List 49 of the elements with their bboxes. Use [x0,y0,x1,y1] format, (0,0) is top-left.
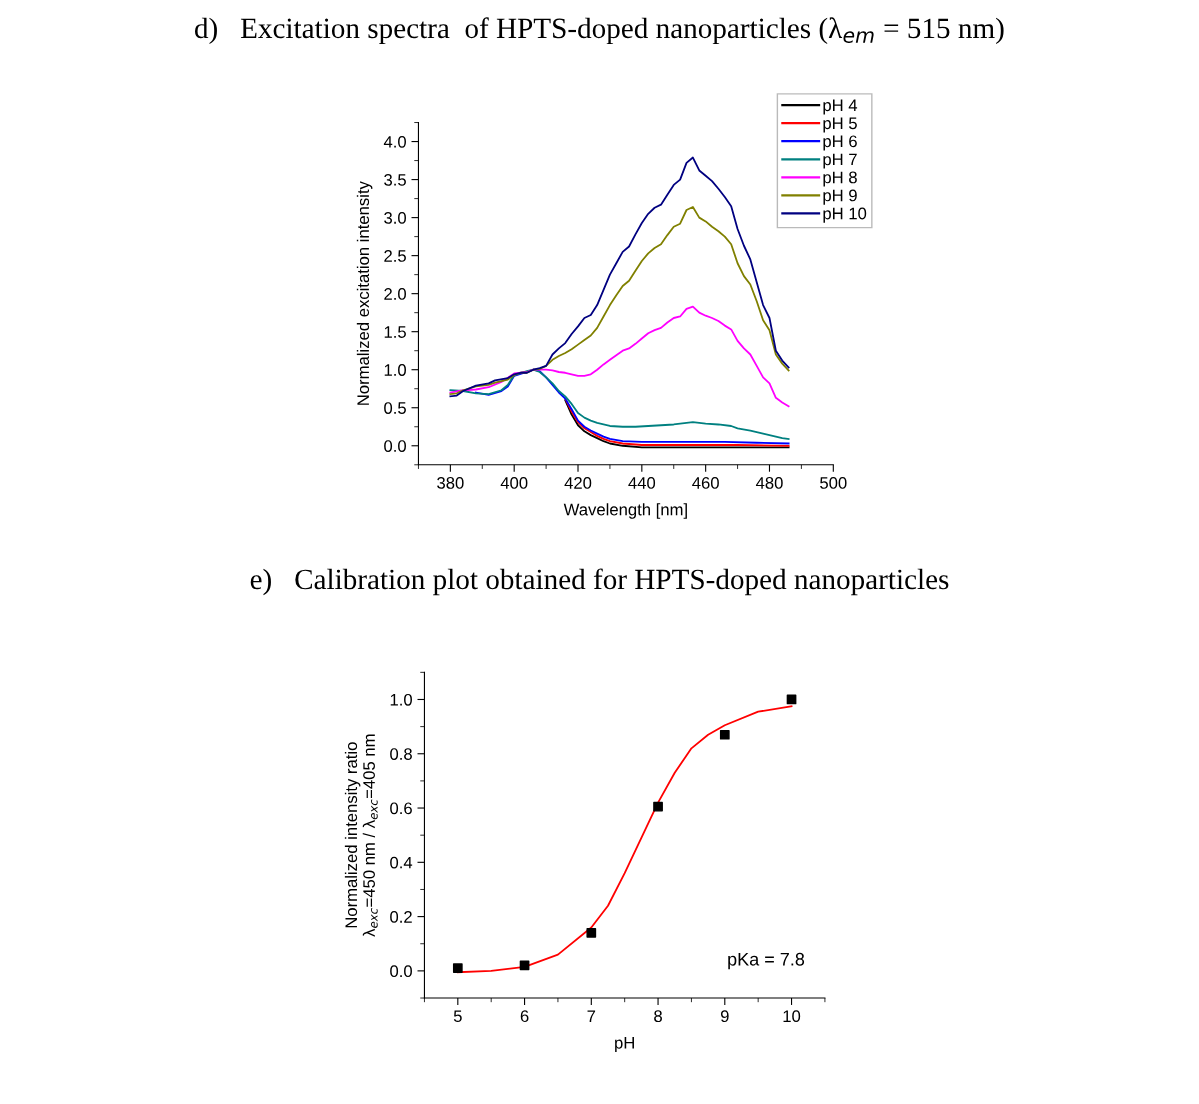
x-tick-label: 440 [628,477,656,489]
y-tick-label: 3.0 [384,212,406,224]
y-tick-label: 0.5 [384,402,406,414]
y-tick-label: 3.5 [384,173,406,186]
y-tick-label: 0.0 [384,440,406,452]
legend-label: pH 9 [823,189,857,205]
x-tick-label: 380 [437,477,464,489]
x-tick-label: 8 [654,1010,662,1023]
line-series [449,156,790,398]
x-tick-label: 6 [520,1010,529,1023]
y-axis-title: Normalized excitation intensity [356,181,373,405]
x-axis-title: pH [615,1037,634,1053]
legend-label: pH 10 [823,207,867,223]
x-tick-label: 10 [783,1010,801,1023]
y-tick-label: 1.5 [384,326,406,338]
y-tick-label: 1.0 [384,364,406,376]
x-tick-label: 420 [564,477,592,489]
legend-label: pH 6 [823,135,857,151]
x-tick-label: 7 [587,1010,596,1022]
legend-label: pH 4 [823,99,858,115]
x-tick-label: 460 [692,477,719,489]
point [586,928,597,938]
y-axis-title: Normalized intensity ratio λ$_{exc}$=450 nm / λ$_{exc}$=405 nm [344,734,378,937]
y-tick-label: 0.0 [390,965,412,978]
point [719,729,730,740]
x-tick-label: 9 [720,1010,729,1023]
y-tick-label: 2.5 [384,250,406,262]
y-tick-label: 2.0 [384,288,406,300]
y-tick-label: 4.0 [383,135,406,148]
chart-title: e) Calibration plot obtained for HPTS-doped nanoparticles [250,568,949,596]
x-tick-label: 400 [500,477,528,489]
y-tick-label: 0.4 [390,856,413,869]
x-axis-title: Wavelength [nm] [563,503,687,519]
x-tick-label: 480 [755,477,783,489]
point [653,801,663,812]
y-tick-label: 0.8 [390,748,412,760]
annotation: pKa = 7.8 [728,952,805,970]
x-tick-label: 5 [453,1010,462,1023]
line-series [449,305,790,408]
chart-title: d) Excitation spectra of HPTS-doped nanoparticles (λ$_{em}$ = 515 nm) [194,17,1004,45]
y-tick-label: 0.6 [390,802,412,815]
legend-label: pH 8 [823,171,857,187]
y-tick-label: 1.0 [390,693,412,706]
x-tick-label: 500 [820,477,847,489]
line-series [449,206,790,395]
legend-label: pH 5 [823,117,857,133]
legend-label: pH 7 [823,153,857,169]
y-tick-label: 0.2 [390,911,412,923]
point [452,963,463,974]
